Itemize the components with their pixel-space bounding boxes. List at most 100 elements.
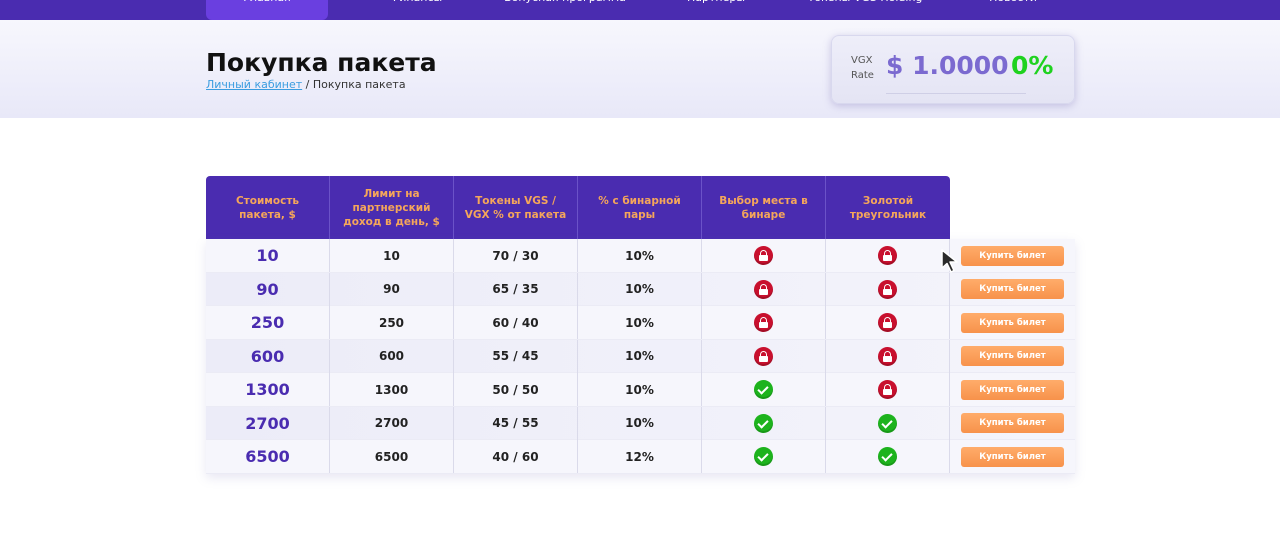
nav-item-bonus[interactable]: Бонусная программа [490, 0, 640, 20]
breadcrumb-link-cabinet[interactable]: Личный кабинет [206, 78, 303, 91]
binary-percent: 10% [578, 339, 702, 373]
header-gold-triangle: Золотой треугольник [849, 194, 927, 221]
lock-icon [754, 346, 773, 366]
token-split: 55 / 45 [454, 339, 578, 373]
lock-icon [754, 246, 773, 265]
gold-triangle-cell [826, 339, 950, 373]
package-price: 90 [206, 272, 330, 306]
breadcrumb: Личный кабинет / Покупка пакета [206, 78, 406, 91]
package-price: 1300 [206, 373, 330, 406]
token-split: 60 / 40 [454, 306, 578, 339]
buy-cell: Купить билет [950, 273, 1075, 306]
buy-cell: Купить билет [950, 440, 1075, 473]
header-band: Покупка пакета Личный кабинет / Покупка … [0, 20, 1280, 118]
nav-item-tokens[interactable]: Токены VGS Holding [795, 0, 935, 20]
table-row: 90 90 65 / 35 10% Купить билет [206, 272, 1075, 306]
binary-percent: 10% [578, 306, 702, 339]
daily-limit: 6500 [330, 440, 454, 473]
token-split: 50 / 50 [454, 373, 578, 406]
rate-divider [886, 93, 1026, 94]
package-price: 600 [206, 339, 330, 373]
binary-percent: 10% [578, 373, 702, 406]
rate-change: 0% [1011, 51, 1054, 80]
check-icon [754, 380, 773, 399]
buy-ticket-button[interactable]: Купить билет [961, 379, 1064, 400]
binary-place-cell [702, 339, 826, 373]
buy-cell: Купить билет [950, 373, 1075, 406]
header-limit: Лимит на партнерский доход в день, $ [330, 176, 454, 239]
package-price: 6500 [206, 440, 330, 473]
gold-triangle-cell [826, 406, 950, 440]
buy-ticket-button[interactable]: Купить билет [961, 413, 1064, 433]
gold-triangle-cell [826, 373, 950, 406]
buy-ticket-button[interactable]: Купить билет [961, 245, 1064, 266]
check-icon [878, 447, 897, 466]
rate-value: $ 1.0000 [886, 51, 1009, 80]
binary-place-cell [702, 406, 826, 440]
buy-cell: Купить билет [950, 306, 1075, 339]
table-body: 10 10 70 / 30 10% Купить билет 90 90 65 / 35 10%… [206, 239, 1075, 474]
nav-item-home[interactable]: Главная [206, 0, 328, 20]
binary-percent: 12% [578, 440, 702, 473]
nav-item-label: Новости [952, 0, 1074, 8]
table-header: Стоимость пакета, $ Лимит на партнерский… [206, 176, 950, 239]
buy-ticket-button[interactable]: Купить билет [961, 279, 1064, 299]
nav-item-label: Главная [206, 0, 328, 8]
check-icon [754, 413, 773, 433]
table-row: 6500 6500 40 / 60 12% Купить билет [206, 440, 1075, 474]
lock-icon [878, 346, 897, 366]
check-icon [878, 413, 897, 433]
table-row: 10 10 70 / 30 10% Купить билет [206, 239, 1075, 273]
nav-item-news[interactable]: Новости [952, 0, 1074, 20]
rate-widget: VGX Rate $ 1.0000 0% [831, 35, 1075, 104]
header-binary-percent: % с бинарной пары [578, 176, 702, 239]
buy-cell: Купить билет [950, 239, 1075, 272]
package-price: 10 [206, 239, 330, 272]
token-split: 40 / 60 [454, 440, 578, 473]
lock-icon [754, 313, 773, 332]
rate-label: VGX Rate [851, 53, 874, 83]
header-binary-place: Выбор места в бинаре [702, 176, 826, 239]
token-split: 70 / 30 [454, 239, 578, 272]
nav-item-label: Партнеры [655, 0, 777, 8]
binary-percent: 10% [578, 272, 702, 306]
gold-triangle-cell [826, 239, 950, 272]
token-split: 65 / 35 [454, 272, 578, 306]
breadcrumb-separator: / [302, 78, 313, 91]
token-split: 45 / 55 [454, 406, 578, 440]
binary-place-cell [702, 440, 826, 473]
table-row: 600 600 55 / 45 10% Купить билет [206, 339, 1075, 373]
daily-limit: 250 [330, 306, 454, 339]
table-row: 1300 1300 50 / 50 10% Купить билет [206, 373, 1075, 407]
rate-label-currency: VGX [851, 55, 873, 66]
lock-icon [878, 279, 897, 299]
binary-percent: 10% [578, 239, 702, 272]
gold-triangle-cell [826, 272, 950, 306]
buy-ticket-button[interactable]: Купить билет [961, 312, 1064, 333]
daily-limit: 2700 [330, 406, 454, 440]
daily-limit: 90 [330, 272, 454, 306]
table-row: 250 250 60 / 40 10% Купить билет [206, 306, 1075, 340]
buy-ticket-button[interactable]: Купить билет [961, 346, 1064, 366]
page-title: Покупка пакета [206, 48, 437, 77]
rate-label-text: Rate [851, 70, 874, 81]
package-price: 250 [206, 306, 330, 339]
check-icon [754, 447, 773, 466]
binary-place-cell [702, 373, 826, 406]
binary-percent: 10% [578, 406, 702, 440]
daily-limit: 600 [330, 339, 454, 373]
buy-cell: Купить билет [950, 340, 1075, 373]
header-price: Стоимость пакета, $ [206, 176, 330, 239]
binary-place-cell [702, 306, 826, 339]
daily-limit: 1300 [330, 373, 454, 406]
nav-item-label: Токены VGS Holding [795, 0, 935, 8]
package-price: 2700 [206, 406, 330, 440]
binary-place-cell [702, 272, 826, 306]
lock-icon [878, 246, 897, 265]
buy-ticket-button[interactable]: Купить билет [961, 446, 1064, 467]
gold-triangle-cell [826, 306, 950, 339]
nav-item-label: Финансы [355, 0, 477, 8]
nav-item-finance[interactable]: Финансы [355, 0, 477, 20]
nav-item-partners[interactable]: Партнеры [655, 0, 777, 20]
nav-item-label: Бонусная программа [490, 0, 640, 8]
